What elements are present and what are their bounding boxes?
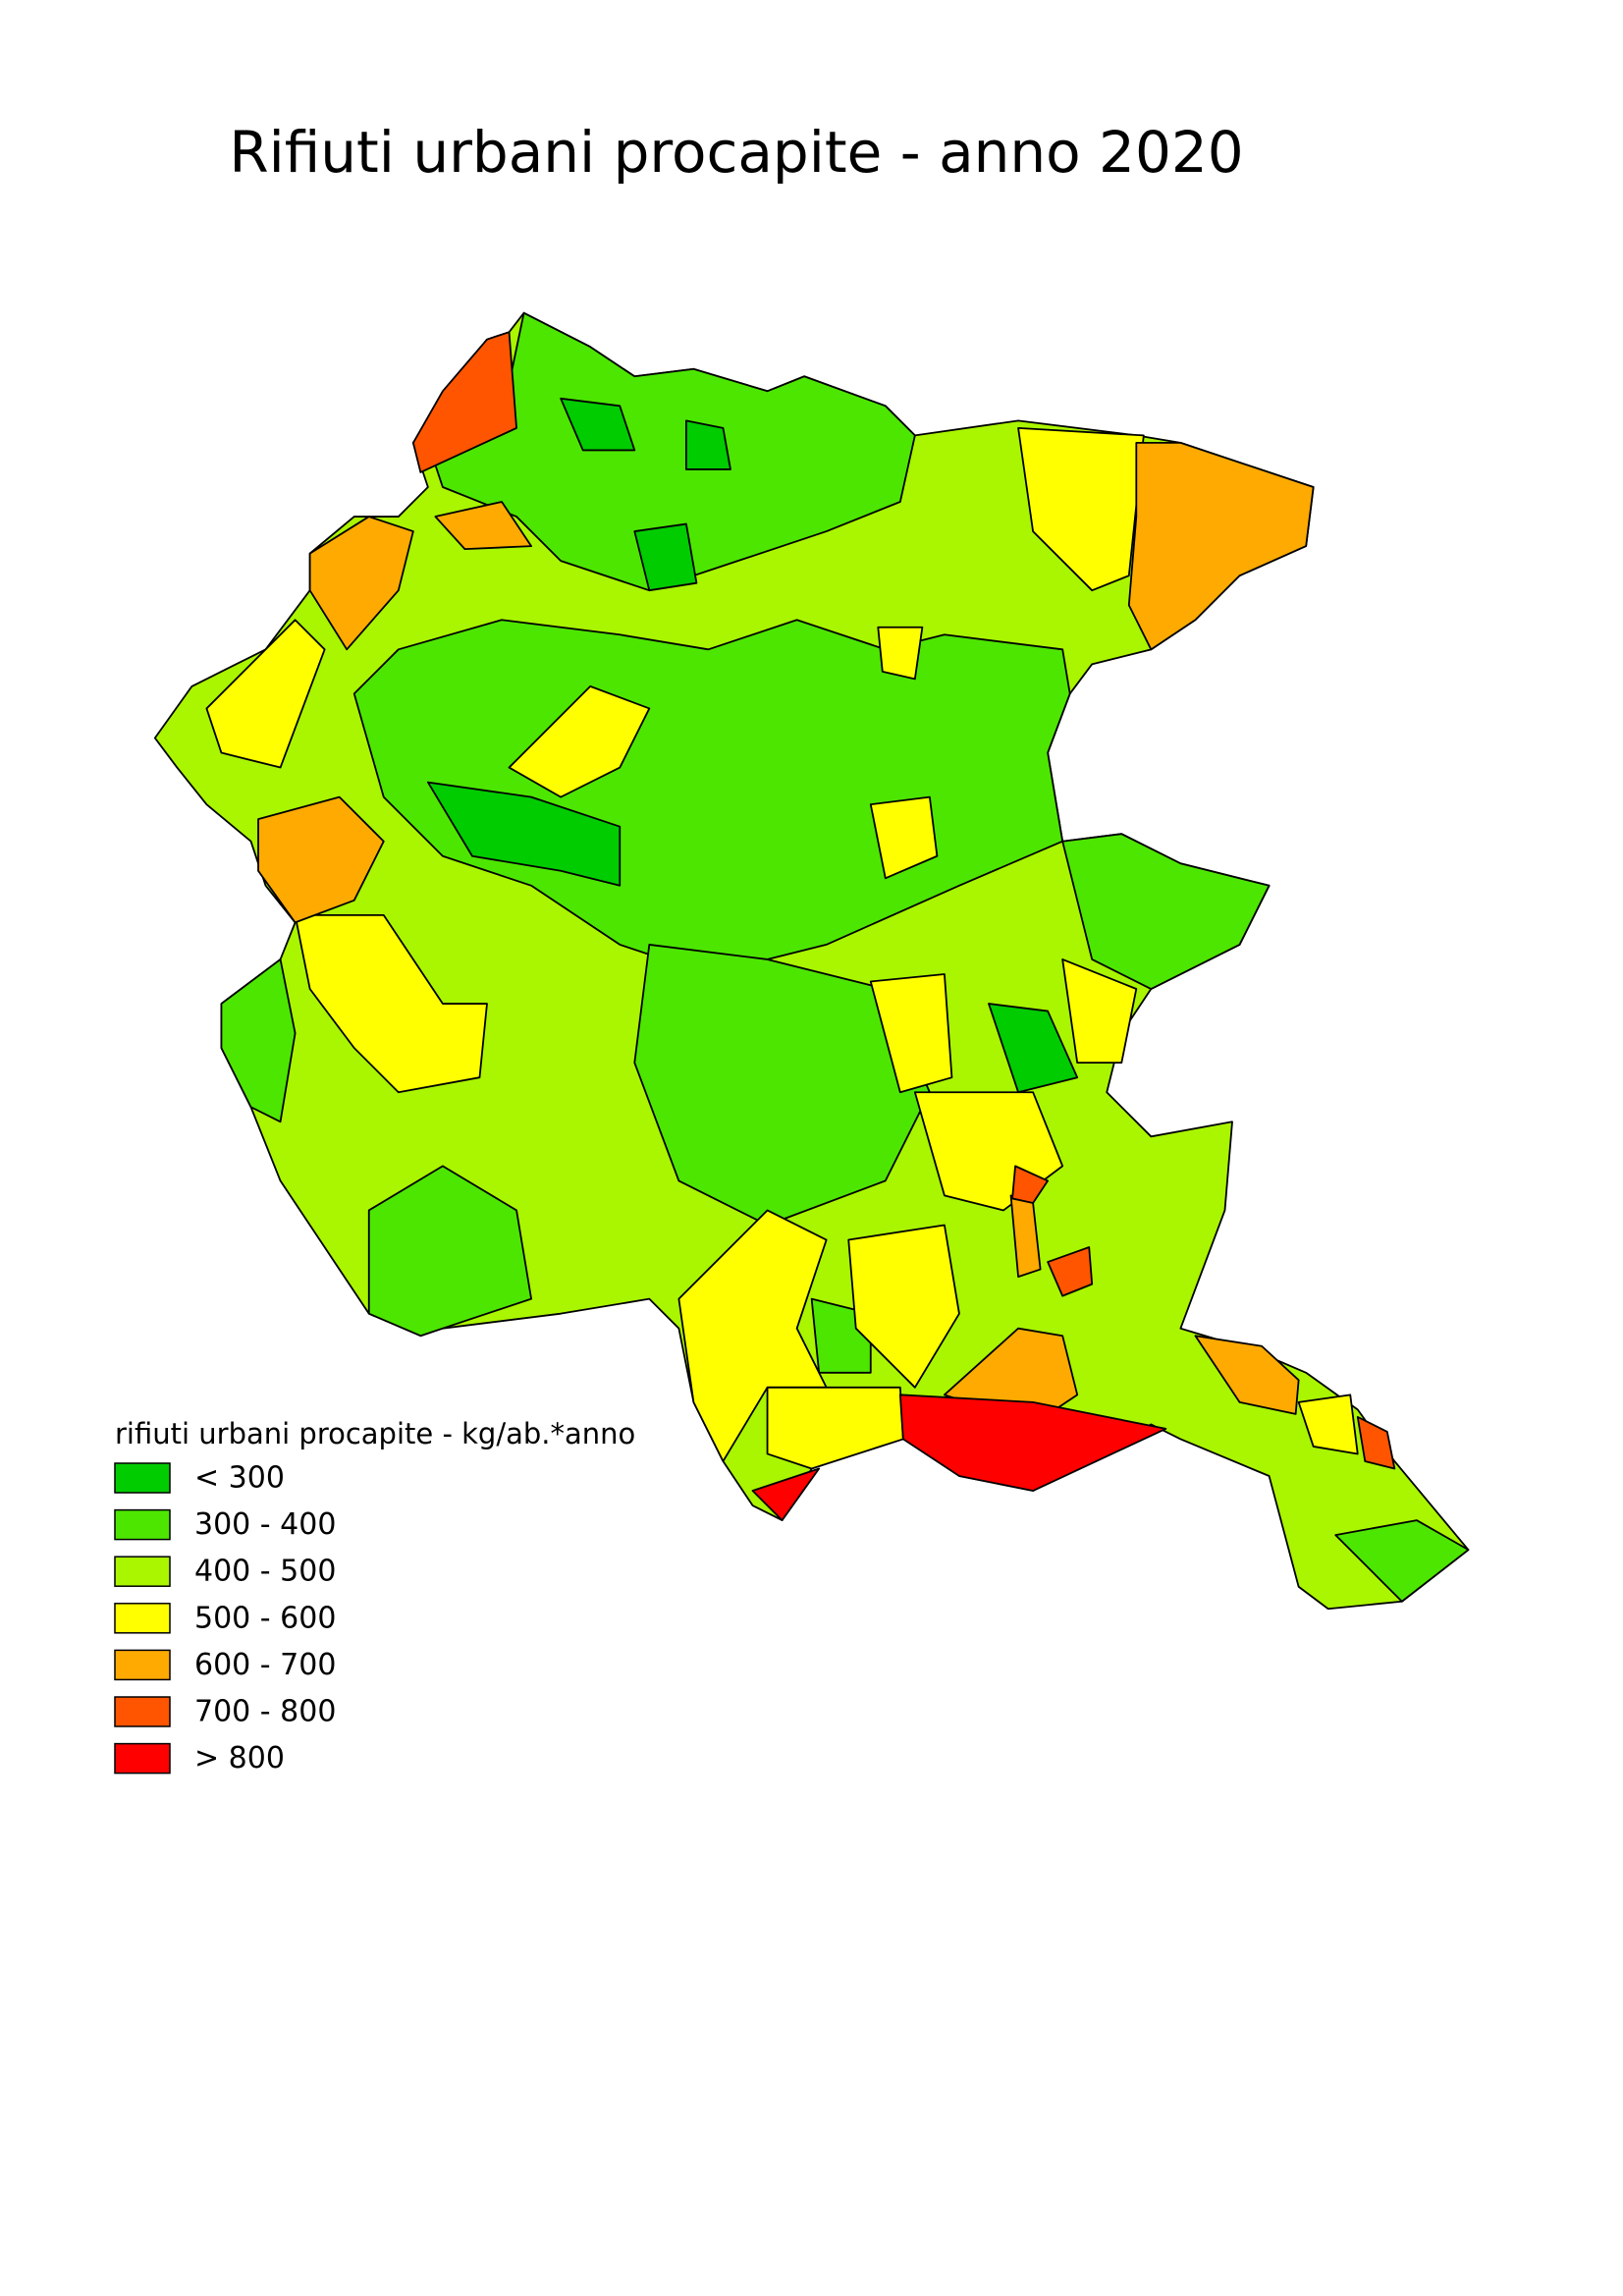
municipality <box>426 311 916 592</box>
municipality <box>1061 833 1271 990</box>
legend-swatch <box>114 1462 171 1494</box>
municipality <box>1047 1246 1094 1297</box>
legend-label: 300 - 400 <box>194 1507 336 1542</box>
municipality <box>1017 426 1145 592</box>
municipality <box>869 973 953 1094</box>
legend-swatch <box>114 1649 171 1681</box>
municipality <box>633 522 698 592</box>
municipality <box>1011 1165 1050 1204</box>
municipality <box>869 795 939 880</box>
municipality <box>411 331 517 473</box>
municipality <box>898 1394 1167 1492</box>
municipality <box>633 944 931 1227</box>
municipality <box>257 795 385 924</box>
municipality <box>308 516 414 651</box>
municipality <box>684 419 731 470</box>
municipality <box>1194 1335 1300 1415</box>
legend-swatch <box>114 1556 171 1587</box>
legend-label: > 800 <box>194 1741 285 1776</box>
legend-label: < 300 <box>194 1461 285 1496</box>
municipality <box>1127 441 1315 651</box>
municipality <box>352 619 1071 975</box>
legend-swatch <box>114 1603 171 1634</box>
legend-title: rifiuti urbani procapite - kg/ab.*anno <box>115 1417 635 1450</box>
legend-label: 700 - 800 <box>194 1695 336 1729</box>
municipality <box>1297 1394 1359 1455</box>
legend-swatch <box>114 1742 171 1775</box>
municipality <box>877 626 924 681</box>
municipality <box>751 1467 821 1521</box>
municipality <box>426 781 622 887</box>
legend-swatch <box>114 1696 171 1727</box>
municipality <box>1334 1519 1470 1603</box>
municipality <box>220 958 297 1123</box>
municipality <box>294 913 488 1094</box>
municipality <box>847 1224 960 1389</box>
legend: < 300 300 - 400 400 - 500 500 - 600 600 - 70… <box>114 1461 336 1776</box>
municipality <box>1061 958 1138 1065</box>
map <box>153 311 1470 1611</box>
municipality <box>508 684 651 798</box>
municipality <box>434 501 532 551</box>
legend-swatch <box>114 1508 171 1541</box>
municipality <box>1356 1415 1396 1470</box>
map-title: Rifiuti urbani procapite - anno 2020 <box>229 119 1243 186</box>
municipality <box>367 1165 532 1338</box>
municipality <box>988 1003 1079 1094</box>
municipality <box>205 619 326 769</box>
municipality <box>766 1386 904 1470</box>
legend-label: 400 - 500 <box>194 1555 336 1589</box>
municipality <box>560 397 636 452</box>
legend-label: 500 - 600 <box>194 1601 336 1635</box>
legend-label: 600 - 700 <box>194 1648 336 1682</box>
